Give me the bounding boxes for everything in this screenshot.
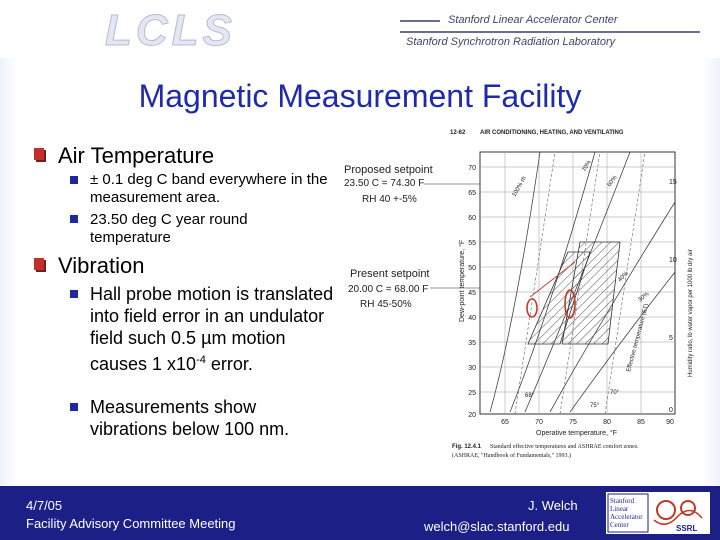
curve-label: 75° <box>590 403 600 409</box>
hall-probe-text-2: m motion causes 1 x10 <box>90 328 286 374</box>
y-tick: 50 <box>468 265 476 272</box>
right-tick: 10 <box>669 257 677 264</box>
beam-path-icon <box>653 509 703 525</box>
x-tick: 75 <box>569 419 577 426</box>
present-setpoint-marker <box>526 298 538 318</box>
lcls-logo: LCLS <box>105 6 236 56</box>
y-tick: 70 <box>468 165 476 172</box>
logo-line: Center <box>610 521 629 529</box>
footer-meeting: Facility Advisory Committee Meeting <box>26 516 236 531</box>
ssrl-label: SSRL <box>676 524 697 533</box>
slide-footer <box>0 486 720 540</box>
present-setpoint-title: Present setpoint <box>350 268 430 280</box>
y-tick: 65 <box>468 190 476 197</box>
curve-label: 100% rh <box>512 176 528 198</box>
x-tick: 80 <box>603 419 611 426</box>
present-setpoint-temp: 20.00 C = 68.00 F <box>348 284 428 295</box>
sub-bullet-measurements: Measurements show vibrations below 100 n… <box>90 397 290 439</box>
hall-probe-text-1: Hall probe motion is translated into fie… <box>90 284 334 348</box>
figure-header-title: AIR CONDITIONING, HEATING, AND VENTILATI… <box>480 130 624 136</box>
proposed-setpoint-title: Proposed setpoint <box>344 164 433 176</box>
logo-line: Stanford <box>610 497 635 505</box>
sub-bullet-hall-probe: Hall probe motion is translated into fie… <box>90 283 340 375</box>
proposed-setpoint-rh: RH 40 +-5% <box>362 194 417 205</box>
curve-label: 68° <box>525 393 535 399</box>
sub-bullet-square-icon <box>70 403 78 411</box>
y-tick: 45 <box>468 290 476 297</box>
x-tick: 65 <box>501 419 509 426</box>
org-line-ssrl: Stanford Synchrotron Radiation Laborator… <box>406 36 616 48</box>
slac-logo-graphic: Stanford Linear Accelerator Center SSRL <box>607 493 703 533</box>
y-tick: 20 <box>468 412 476 419</box>
present-setpoint-rh: RH 45-50% <box>360 299 412 310</box>
y-tick: 35 <box>468 340 476 347</box>
slide-title: Magnetic Measurement Facility <box>138 78 582 114</box>
x-axis-label: Operative temperature, °F <box>536 429 617 437</box>
right-tick: 5 <box>669 335 673 342</box>
sub-bullet-square-icon <box>70 215 78 223</box>
right-tick: 15 <box>669 179 677 186</box>
x-tick-labels: 65 70 75 80 85 90 <box>501 419 674 426</box>
proposed-setpoint-temp: 23.50 C = 74.30 F <box>344 178 424 189</box>
right-tick: 0 <box>669 407 673 414</box>
bullet-air-temperature: Air Temperature <box>58 143 215 168</box>
micro-symbol: µ <box>201 328 212 348</box>
curve-label: 70° <box>610 390 620 396</box>
y-tick: 25 <box>468 390 476 397</box>
sub-bullet-square-icon <box>70 290 78 298</box>
figure-header-page: 12-62 <box>450 130 466 136</box>
x-tick: 90 <box>666 419 674 426</box>
banner-rule-middle <box>400 31 700 33</box>
figure-caption-text: Standard effective temperatures and ASHR… <box>490 443 639 450</box>
slac-logo: Stanford Linear Accelerator Center SSRL <box>606 492 710 534</box>
plot-frame <box>479 151 676 415</box>
exponent: -4 <box>196 354 206 366</box>
ring-icon <box>656 500 676 520</box>
curve-label: Effective temperature (ET) <box>626 303 650 372</box>
logo-line: Accelerator <box>610 513 643 521</box>
sub-bullet-year-round: 23.50 deg C year round temperature <box>90 211 248 246</box>
curve-label: 40% <box>617 270 630 283</box>
ring-icon <box>680 500 696 516</box>
comfort-zone-chart: 12-62 AIR CONDITIONING, HEATING, AND VEN… <box>340 122 700 474</box>
bullet-square-icon <box>34 148 44 160</box>
proposed-setpoint-marker <box>564 289 576 319</box>
curve-label: 70% <box>582 159 594 173</box>
banner-rule <box>400 20 440 22</box>
y-tick: 40 <box>468 315 476 322</box>
bullet-vibration: Vibration <box>58 253 145 278</box>
sub-bullet-temperature-band: ± 0.1 deg C band everywhere in the measu… <box>90 171 328 206</box>
footer-date: 4/7/05 <box>26 498 63 513</box>
footer-author: J. Welch <box>528 498 578 513</box>
slide-header: LCLS Stanford Linear Accelerator Center … <box>0 0 720 58</box>
right-tick-labels: 15 10 5 0 <box>669 179 677 414</box>
org-line-slac: Stanford Linear Accelerator Center <box>448 14 618 26</box>
summer-comfort-zone <box>561 241 621 345</box>
sub-bullet-square-icon <box>70 176 78 184</box>
y-tick-labels: 70 65 60 55 50 45 40 35 30 25 20 <box>468 165 476 419</box>
figure-caption-label: Fig. 12.4.1 <box>452 444 482 450</box>
logo-line: Linear <box>610 505 629 513</box>
x-tick: 70 <box>535 419 543 426</box>
curve-label: 30% <box>637 291 651 304</box>
annotation-link <box>529 261 576 298</box>
figure-caption-source: (ASHRAE, "Handbook of Fundamentals," 199… <box>452 452 571 459</box>
y-tick: 55 <box>468 240 476 247</box>
y-tick: 30 <box>468 365 476 372</box>
y-axis-label: Dew-point temperature, °F <box>458 240 466 322</box>
y-tick: 60 <box>468 215 476 222</box>
footer-email: welch@slac.stanford.edu <box>424 519 570 534</box>
bullet-square-icon <box>34 258 44 270</box>
right-axis-label: Humidity ratio, lb water vapor per 1000 … <box>688 249 694 377</box>
hall-probe-text-3: error. <box>205 354 253 374</box>
x-tick: 85 <box>637 419 645 426</box>
